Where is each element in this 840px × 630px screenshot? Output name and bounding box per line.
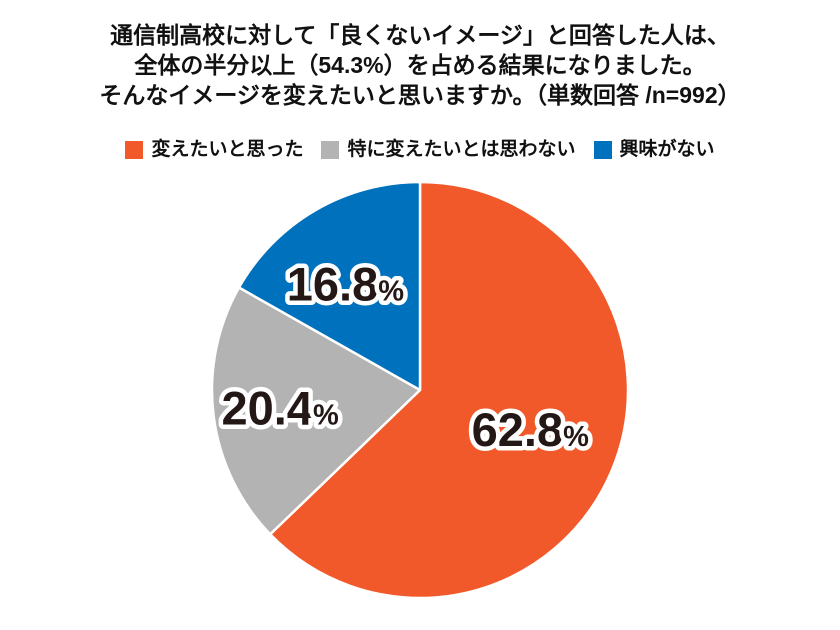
pie-slice-value-label-3: 16.8% [287, 258, 404, 311]
pie-slice-3 [237, 180, 422, 392]
pie-slice-value-label-1: 62.8% [472, 403, 589, 456]
chart-title: 通信制高校に対して「良くないイメージ」と回答した人は、 全体の半分以上（54.3… [0, 20, 840, 110]
pie-slice-2 [210, 286, 422, 536]
legend-label-changed-mind: 変えたいと思った [151, 139, 304, 160]
title-line-3: そんなイメージを変えたいと思いますか。（単数回答 /n=992） [99, 82, 741, 108]
legend-item-no-desire-to-change: 特に変えたいとは思わない [321, 139, 576, 161]
pie-chart: 62.8% 20.4% 16.8% [210, 180, 630, 600]
legend-item-not-interested: 興味がない [593, 139, 715, 161]
legend-swatch-blue-icon [593, 141, 612, 159]
title-line-2: 全体の半分以上（54.3%）を占める結果になりました。 [134, 52, 706, 78]
pie-chart-area: 62.8% 20.4% 16.8% [200, 170, 640, 610]
legend-label-no-desire-to-change: 特に変えたいとは思わない [347, 139, 576, 160]
legend-swatch-gray-icon [321, 141, 340, 159]
legend-swatch-orange-icon [125, 141, 144, 159]
pie-slice-value-label-2: 20.4% [221, 382, 338, 435]
legend: 変えたいと思った 特に変えたいとは思わない 興味がない [0, 139, 840, 161]
title-line-1: 通信制高校に対して「良くないイメージ」と回答した人は、 [110, 22, 730, 48]
pie-slice-1 [268, 180, 630, 600]
legend-item-changed-mind: 変えたいと思った [125, 139, 303, 161]
legend-label-not-interested: 興味がない [619, 139, 715, 160]
